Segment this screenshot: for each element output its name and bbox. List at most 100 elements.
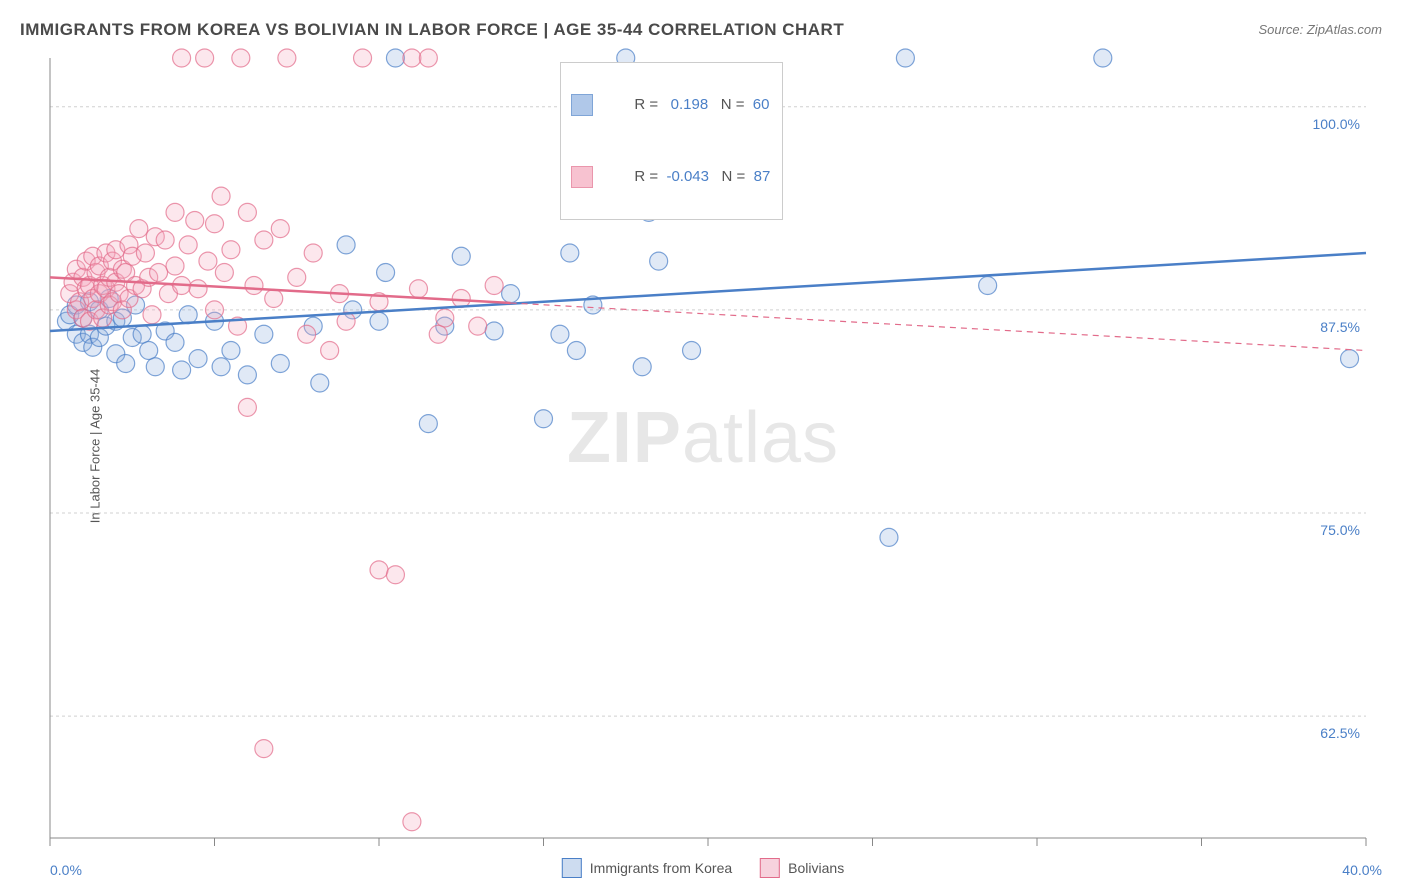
data-point [386, 49, 404, 67]
data-point [567, 342, 585, 360]
legend-item-korea: Immigrants from Korea [562, 858, 732, 878]
legend-swatch-korea [571, 94, 593, 116]
data-point [215, 264, 233, 282]
data-point [403, 813, 421, 831]
data-point [485, 277, 503, 295]
data-point [403, 49, 421, 67]
legend-row: R = 0.198 N = 60 [571, 69, 770, 141]
x-axis-min-label: 0.0% [50, 862, 82, 878]
data-point [179, 306, 197, 324]
data-point [173, 361, 191, 379]
data-point [633, 358, 651, 376]
correlation-legend: R = 0.198 N = 60 R = -0.043 N = 87 [560, 62, 783, 220]
data-point [143, 306, 161, 324]
data-point [206, 301, 224, 319]
data-point [337, 236, 355, 254]
data-point [255, 740, 273, 758]
data-point [409, 280, 427, 298]
data-point [156, 231, 174, 249]
r-label: R = [634, 168, 662, 185]
data-point [199, 252, 217, 270]
data-point [255, 325, 273, 343]
data-point [419, 415, 437, 433]
data-point [212, 358, 230, 376]
legend-label: Immigrants from Korea [590, 860, 732, 876]
data-point [1094, 49, 1112, 67]
legend-text: R = 0.198 N = 60 [601, 69, 769, 141]
data-point [321, 342, 339, 360]
data-point [271, 220, 289, 238]
r-value: 0.198 [671, 96, 709, 113]
data-point [189, 280, 207, 298]
data-point [683, 342, 701, 360]
n-label: N = [721, 96, 749, 113]
data-point [1341, 350, 1359, 368]
data-point [298, 325, 316, 343]
data-point [354, 49, 372, 67]
data-point [436, 309, 454, 327]
svg-text:75.0%: 75.0% [1320, 522, 1360, 538]
legend-swatch-icon [760, 858, 780, 878]
data-point [535, 410, 553, 428]
legend-text: R = -0.043 N = 87 [601, 141, 770, 213]
data-point [130, 220, 148, 238]
data-point [140, 342, 158, 360]
data-point [370, 312, 388, 330]
data-point [485, 322, 503, 340]
svg-text:62.5%: 62.5% [1320, 725, 1360, 741]
legend-swatch-icon [562, 858, 582, 878]
data-point [311, 374, 329, 392]
data-point [245, 277, 263, 295]
data-point [212, 187, 230, 205]
data-point [206, 215, 224, 233]
svg-text:100.0%: 100.0% [1313, 116, 1360, 132]
svg-text:87.5%: 87.5% [1320, 319, 1360, 335]
data-point [377, 264, 395, 282]
legend-row: R = -0.043 N = 87 [571, 141, 770, 213]
data-point [255, 231, 273, 249]
data-point [150, 264, 168, 282]
data-point [189, 350, 207, 368]
data-point [452, 290, 470, 308]
data-point [173, 49, 191, 67]
data-point [288, 268, 306, 286]
data-point [222, 342, 240, 360]
series-legend: Immigrants from Korea Bolivians [562, 858, 844, 878]
data-point [304, 244, 322, 262]
data-point [896, 49, 914, 67]
legend-swatch-bolivia [571, 166, 593, 188]
data-point [179, 236, 197, 254]
data-point [979, 277, 997, 295]
data-point [502, 285, 520, 303]
data-point [551, 325, 569, 343]
data-point [196, 49, 214, 67]
legend-label: Bolivians [788, 860, 844, 876]
r-value: -0.043 [666, 168, 709, 185]
data-point [278, 49, 296, 67]
data-point [469, 317, 487, 335]
data-point [232, 49, 250, 67]
legend-item-bolivia: Bolivians [760, 858, 844, 878]
data-point [166, 333, 184, 351]
n-value: 60 [753, 96, 770, 113]
data-point [271, 355, 289, 373]
data-point [238, 203, 256, 221]
data-point [429, 325, 447, 343]
data-point [186, 212, 204, 230]
n-label: N = [722, 168, 750, 185]
data-point [133, 325, 151, 343]
data-point [386, 566, 404, 584]
data-point [146, 358, 164, 376]
data-point [265, 290, 283, 308]
data-point [117, 355, 135, 373]
data-point [166, 203, 184, 221]
data-point [238, 366, 256, 384]
data-point [452, 247, 470, 265]
data-point [166, 257, 184, 275]
x-axis-max-label: 40.0% [1342, 862, 1382, 878]
data-point [136, 244, 154, 262]
r-label: R = [634, 96, 662, 113]
data-point [370, 561, 388, 579]
data-point [650, 252, 668, 270]
n-value: 87 [754, 168, 771, 185]
